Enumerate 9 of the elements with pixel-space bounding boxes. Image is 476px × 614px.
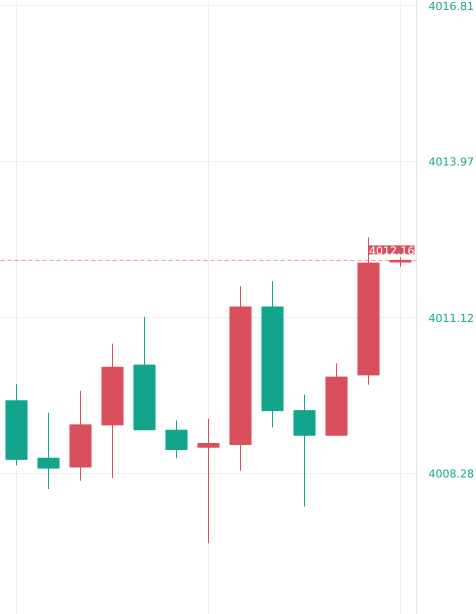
candlestick <box>389 256 412 268</box>
y-tick-label: 4011.12 <box>428 312 474 325</box>
y-tick-label: 4008.28 <box>428 468 474 481</box>
candlestick <box>197 418 220 544</box>
candlestick <box>165 420 188 459</box>
ref-line-label: 4012.16 <box>369 244 415 258</box>
y-tick-label: 4013.97 <box>428 156 474 169</box>
y-tick-label: 4016.81 <box>428 0 474 13</box>
candlestick <box>37 412 60 490</box>
